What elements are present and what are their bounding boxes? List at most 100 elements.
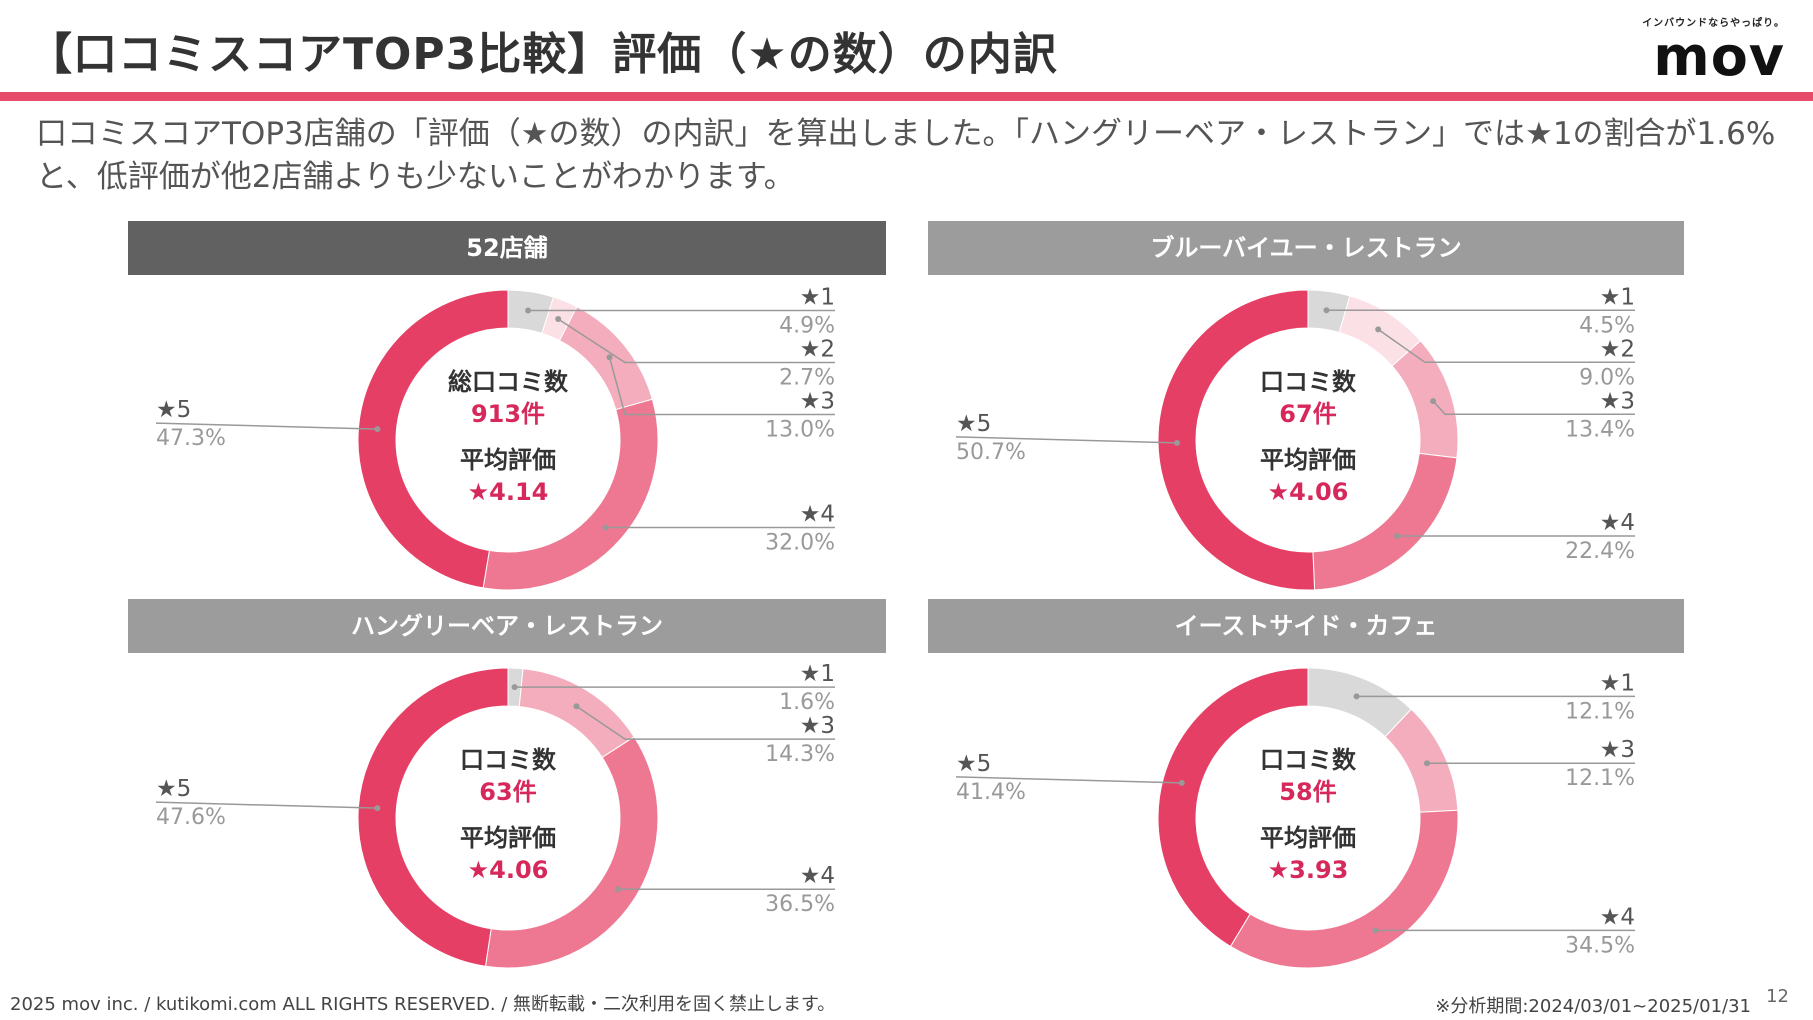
label-group-star-5: ★5 47.6% bbox=[155, 776, 381, 830]
label-group-star-1: ★1 4.5% bbox=[1323, 284, 1635, 338]
slice-label-star: ★1 bbox=[800, 285, 835, 311]
center-count-value: 67件 bbox=[1279, 400, 1336, 428]
slice-label-star: ★1 bbox=[800, 661, 835, 687]
slice-label-percent: 36.5% bbox=[765, 892, 835, 917]
slice-label-star: ★5 bbox=[156, 776, 191, 802]
center-count-label: 口コミ数 bbox=[460, 746, 557, 774]
slice-label-percent: 47.6% bbox=[156, 805, 226, 830]
slice-label-star: ★2 bbox=[800, 337, 835, 363]
slice-label-percent: 34.5% bbox=[1565, 933, 1635, 958]
leader-line bbox=[608, 357, 835, 416]
leader-line bbox=[1377, 328, 1635, 364]
slice-label-percent: 41.4% bbox=[956, 780, 1026, 805]
leader-line bbox=[955, 776, 1182, 784]
page-title: 【口コミスコアTOP3比較】評価（★の数）の内訳 bbox=[28, 29, 1058, 80]
slice-star-5 bbox=[1157, 289, 1316, 591]
leader-line bbox=[576, 705, 835, 740]
leader-dot bbox=[606, 354, 613, 361]
leader-dot bbox=[1323, 307, 1330, 314]
center-average-label: 平均評価 bbox=[1260, 446, 1356, 474]
label-group-star-3: ★3 14.3% bbox=[573, 703, 835, 767]
logo-tagline: インバウンドならやっぱり。 bbox=[1642, 18, 1785, 29]
label-group-star-5: ★5 41.4% bbox=[955, 751, 1185, 805]
label-group-star-3: ★3 12.1% bbox=[1423, 737, 1635, 791]
slice-label-star: ★4 bbox=[1600, 904, 1635, 930]
slice-label-star: ★3 bbox=[1600, 388, 1635, 414]
slice-label-percent: 47.3% bbox=[156, 426, 226, 451]
label-group-star-2: ★2 9.0% bbox=[1375, 326, 1635, 390]
slice-label-star: ★2 bbox=[1600, 336, 1635, 362]
center-count-label: 口コミ数 bbox=[1260, 368, 1357, 396]
brand-logo: インバウンドならやっぱり。 mov bbox=[1642, 14, 1785, 85]
slice-label-percent: 12.1% bbox=[1565, 699, 1635, 724]
slice-label-star: ★1 bbox=[1600, 670, 1635, 696]
slice-label-percent: 4.9% bbox=[779, 314, 835, 339]
slice-label-star: ★1 bbox=[1600, 284, 1635, 310]
chart-header-blue-bayou: ブルーバイユー・レストラン bbox=[928, 221, 1684, 275]
label-group-star-2: ★2 2.7% bbox=[555, 315, 835, 391]
donut-chart-52-stores: ★1 4.9%★2 2.7%★3 13.0% ★4 32.0% ★5 47.3% 総口コミ数 91… bbox=[155, 285, 835, 591]
slice-label-percent: 12.1% bbox=[1565, 766, 1635, 791]
slice-label-star: ★5 bbox=[156, 397, 191, 423]
center-average-value: ★4.06 bbox=[1268, 478, 1349, 506]
donut-chart-blue-bayou: ★1 4.5%★2 9.0%★3 13.4% ★4 22.4% ★5 50.7% 口コミ数 67件… bbox=[955, 284, 1635, 591]
slice-star-3 bbox=[1391, 340, 1459, 459]
slice-label-percent: 2.7% bbox=[779, 366, 835, 391]
slice-star-5 bbox=[357, 289, 509, 589]
slice-label-percent: 13.0% bbox=[765, 418, 835, 443]
slice-label-percent: 14.3% bbox=[765, 742, 835, 767]
label-group-star-5: ★5 50.7% bbox=[955, 411, 1181, 465]
label-group-star-4: ★4 22.4% bbox=[1394, 510, 1635, 564]
slice-label-percent: 4.5% bbox=[1579, 313, 1635, 338]
slice-label-percent: 32.0% bbox=[765, 530, 835, 555]
slice-label-percent: 1.6% bbox=[779, 690, 835, 715]
leader-line bbox=[955, 436, 1178, 444]
slice-label-star: ★5 bbox=[956, 751, 991, 777]
center-count-value: 913件 bbox=[471, 400, 545, 428]
slice-star-3 bbox=[558, 306, 653, 411]
chart-header-52-stores: 52店舗 bbox=[128, 221, 886, 275]
slice-star-5 bbox=[357, 667, 509, 967]
center-count-label: 口コミ数 bbox=[1260, 746, 1357, 774]
center-count-label: 総口コミ数 bbox=[448, 368, 569, 396]
label-group-star-3: ★3 13.4% bbox=[1430, 388, 1635, 442]
center-average-label: 平均評価 bbox=[460, 446, 556, 474]
slice-label-star: ★5 bbox=[956, 411, 991, 437]
slice-label-percent: 22.4% bbox=[1565, 539, 1635, 564]
page-number: 12 bbox=[1766, 986, 1789, 1007]
label-group-star-3: ★3 13.0% bbox=[606, 354, 835, 443]
slice-label-star: ★4 bbox=[800, 863, 835, 889]
label-group-star-5: ★5 47.3% bbox=[155, 397, 381, 451]
slice-label-percent: 50.7% bbox=[956, 440, 1026, 465]
label-group-star-4: ★4 32.0% bbox=[602, 501, 835, 555]
slice-label-star: ★3 bbox=[800, 389, 835, 415]
slice-star-3 bbox=[518, 668, 635, 759]
slice-star-5 bbox=[1157, 667, 1309, 948]
slice-star-3 bbox=[1384, 708, 1459, 813]
center-average-value: ★4.06 bbox=[468, 856, 549, 884]
slice-label-star: ★4 bbox=[1600, 510, 1635, 536]
label-group-star-1: ★1 4.9% bbox=[525, 285, 835, 339]
leader-dot bbox=[374, 805, 381, 812]
label-group-star-4: ★4 36.5% bbox=[614, 863, 835, 917]
analysis-period: ※分析期間:2024/03/01~2025/01/31 bbox=[1435, 996, 1751, 1017]
slice-label-star: ★3 bbox=[1600, 737, 1635, 763]
label-group-star-1: ★1 12.1% bbox=[1353, 670, 1635, 724]
label-group-star-1: ★1 1.6% bbox=[511, 661, 835, 715]
center-count-value: 58件 bbox=[1279, 778, 1336, 806]
center-count-value: 63件 bbox=[479, 778, 536, 806]
center-average-value: ★3.93 bbox=[1268, 856, 1349, 884]
leader-line bbox=[557, 318, 835, 364]
leader-line bbox=[155, 801, 378, 809]
slice-label-percent: 13.4% bbox=[1565, 417, 1635, 442]
footer-copyright: 2025 mov inc. / kutikomi.com ALL RIGHTS … bbox=[10, 994, 836, 1015]
chart-header-eastside-cafe: イーストサイド・カフェ bbox=[928, 599, 1684, 653]
center-average-value: ★4.14 bbox=[468, 478, 549, 506]
leader-line bbox=[155, 422, 378, 430]
center-average-label: 平均評価 bbox=[460, 824, 556, 852]
chart-header-hungry-bear: ハングリーベア・レストラン bbox=[128, 599, 886, 653]
leader-line bbox=[1432, 400, 1635, 416]
logo-wordmark: mov bbox=[1653, 25, 1785, 88]
